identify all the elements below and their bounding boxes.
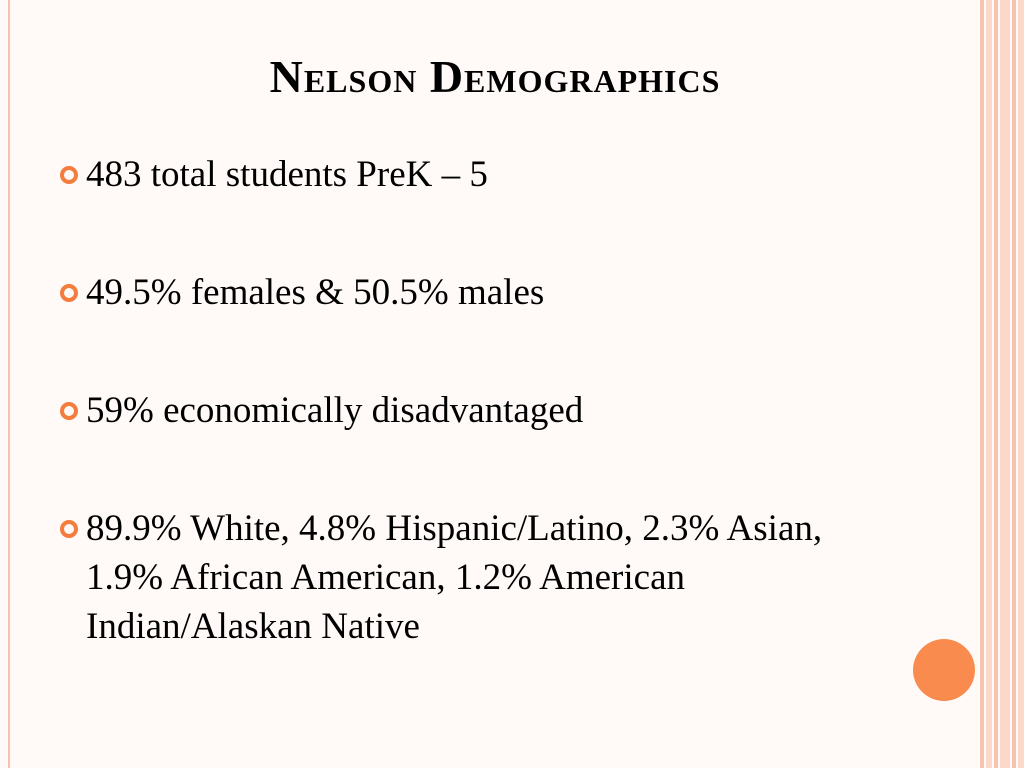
bullet-text: 483 total students PreK – 5 [86, 154, 488, 195]
bullet-marker [60, 520, 78, 538]
stripe [1000, 0, 1010, 768]
stripe [986, 0, 992, 768]
stripe [994, 0, 998, 768]
bullet-marker [60, 284, 78, 302]
slide-title: Nelson Demographics [269, 51, 721, 102]
bullet-text: 89.9% White, 4.8% Hispanic/Latino, 2.3% … [86, 508, 823, 647]
bullet-item: 483 total students PreK – 5 [58, 150, 908, 199]
stripe [1012, 0, 1016, 768]
slide-border [8, 0, 10, 768]
bullet-marker [60, 166, 78, 184]
bullet-text: 49.5% females & 50.5% males [86, 272, 545, 313]
stripe [1018, 0, 1024, 768]
bullet-text: 59% economically disadvantaged [86, 390, 584, 431]
decorative-circle [913, 639, 975, 701]
bullet-item: 49.5% females & 50.5% males [58, 268, 908, 317]
bullet-marker [60, 402, 78, 420]
stripe [980, 0, 984, 768]
bullet-item: 89.9% White, 4.8% Hispanic/Latino, 2.3% … [58, 504, 908, 651]
bullet-list: 483 total students PreK – 5 49.5% females… [58, 150, 908, 720]
bullet-item: 59% economically disadvantaged [58, 386, 908, 435]
